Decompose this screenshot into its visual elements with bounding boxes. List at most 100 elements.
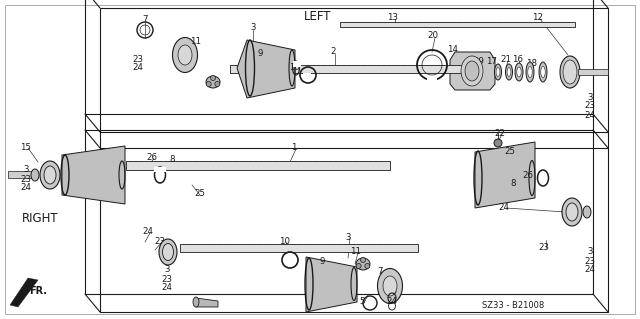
Bar <box>427 77 437 82</box>
Text: 7: 7 <box>570 75 576 84</box>
Text: 23: 23 <box>20 174 31 183</box>
Text: 13: 13 <box>387 12 399 21</box>
Bar <box>284 257 293 262</box>
Polygon shape <box>10 278 38 307</box>
Text: 3: 3 <box>250 24 256 33</box>
Text: 16: 16 <box>513 56 524 64</box>
Text: SZ33 - B21008: SZ33 - B21008 <box>482 300 544 309</box>
Text: 25: 25 <box>195 189 205 197</box>
Ellipse shape <box>31 169 39 181</box>
Text: 11: 11 <box>351 248 362 256</box>
Text: RIGHT: RIGHT <box>22 211 58 225</box>
Text: 9: 9 <box>257 48 262 57</box>
Polygon shape <box>126 161 390 170</box>
Ellipse shape <box>206 81 211 86</box>
Ellipse shape <box>541 66 545 78</box>
Text: 19: 19 <box>472 57 483 66</box>
Ellipse shape <box>583 206 591 218</box>
Text: 24: 24 <box>143 227 154 236</box>
Ellipse shape <box>562 198 582 226</box>
Text: 10: 10 <box>289 63 301 72</box>
Text: 24: 24 <box>387 296 397 306</box>
Ellipse shape <box>356 258 370 270</box>
Text: 15: 15 <box>563 204 573 212</box>
Ellipse shape <box>507 68 511 76</box>
Text: 24: 24 <box>161 284 173 293</box>
Text: 23: 23 <box>584 101 595 110</box>
Ellipse shape <box>539 62 547 82</box>
Polygon shape <box>8 171 35 178</box>
Ellipse shape <box>163 243 173 261</box>
Text: 8: 8 <box>169 155 175 165</box>
Text: 8: 8 <box>510 179 516 188</box>
Text: 23: 23 <box>584 256 595 265</box>
Ellipse shape <box>40 161 60 189</box>
Text: 11: 11 <box>191 38 202 47</box>
Bar <box>303 73 311 78</box>
Ellipse shape <box>378 269 403 303</box>
Text: 24: 24 <box>584 110 595 120</box>
Ellipse shape <box>173 38 198 72</box>
Ellipse shape <box>560 56 580 88</box>
Text: 1: 1 <box>291 144 297 152</box>
Ellipse shape <box>193 297 199 307</box>
Text: 3: 3 <box>588 248 593 256</box>
Text: 23: 23 <box>132 55 143 63</box>
Ellipse shape <box>517 67 521 77</box>
Text: 23: 23 <box>387 287 397 296</box>
Text: 3: 3 <box>588 93 593 101</box>
Ellipse shape <box>206 76 220 88</box>
Text: 10: 10 <box>280 236 291 246</box>
Ellipse shape <box>44 166 56 184</box>
Polygon shape <box>450 52 495 90</box>
Text: 24: 24 <box>584 265 595 275</box>
Ellipse shape <box>465 61 479 81</box>
Text: 21: 21 <box>500 56 511 64</box>
Ellipse shape <box>495 64 502 80</box>
Text: 6: 6 <box>209 81 215 91</box>
Ellipse shape <box>461 56 483 86</box>
Text: 23: 23 <box>161 275 173 284</box>
Polygon shape <box>230 65 462 73</box>
Text: 14: 14 <box>447 46 458 55</box>
Ellipse shape <box>215 81 220 86</box>
Text: 9: 9 <box>319 257 324 266</box>
Polygon shape <box>100 148 608 312</box>
Ellipse shape <box>496 68 500 76</box>
Text: 24: 24 <box>499 203 509 211</box>
Text: 3: 3 <box>345 233 351 241</box>
Text: 17: 17 <box>486 57 497 66</box>
Text: 22: 22 <box>495 129 506 137</box>
Polygon shape <box>180 244 418 252</box>
Bar <box>154 167 166 172</box>
Polygon shape <box>62 146 125 204</box>
Text: 23: 23 <box>154 236 166 246</box>
Text: 2: 2 <box>164 256 170 265</box>
Text: 24: 24 <box>132 63 143 72</box>
Ellipse shape <box>566 203 578 221</box>
Bar <box>293 61 301 67</box>
Text: 2: 2 <box>330 48 336 56</box>
Text: 7: 7 <box>142 16 148 25</box>
Text: 23: 23 <box>538 242 550 251</box>
Text: 1: 1 <box>164 248 170 256</box>
Ellipse shape <box>528 66 532 78</box>
Circle shape <box>494 139 502 147</box>
Ellipse shape <box>360 257 365 263</box>
Text: 25: 25 <box>504 147 515 157</box>
Ellipse shape <box>211 76 216 80</box>
Text: 18: 18 <box>527 60 538 69</box>
Polygon shape <box>306 257 357 312</box>
Polygon shape <box>340 22 575 27</box>
Text: 15: 15 <box>20 144 31 152</box>
Ellipse shape <box>159 239 177 265</box>
Polygon shape <box>100 8 608 132</box>
Text: 12: 12 <box>532 12 543 21</box>
Ellipse shape <box>563 60 577 84</box>
Ellipse shape <box>526 62 534 82</box>
Text: 26: 26 <box>522 172 534 181</box>
Polygon shape <box>578 69 608 75</box>
Polygon shape <box>237 40 295 98</box>
Text: 24: 24 <box>20 183 31 192</box>
Text: FR.: FR. <box>29 286 47 296</box>
